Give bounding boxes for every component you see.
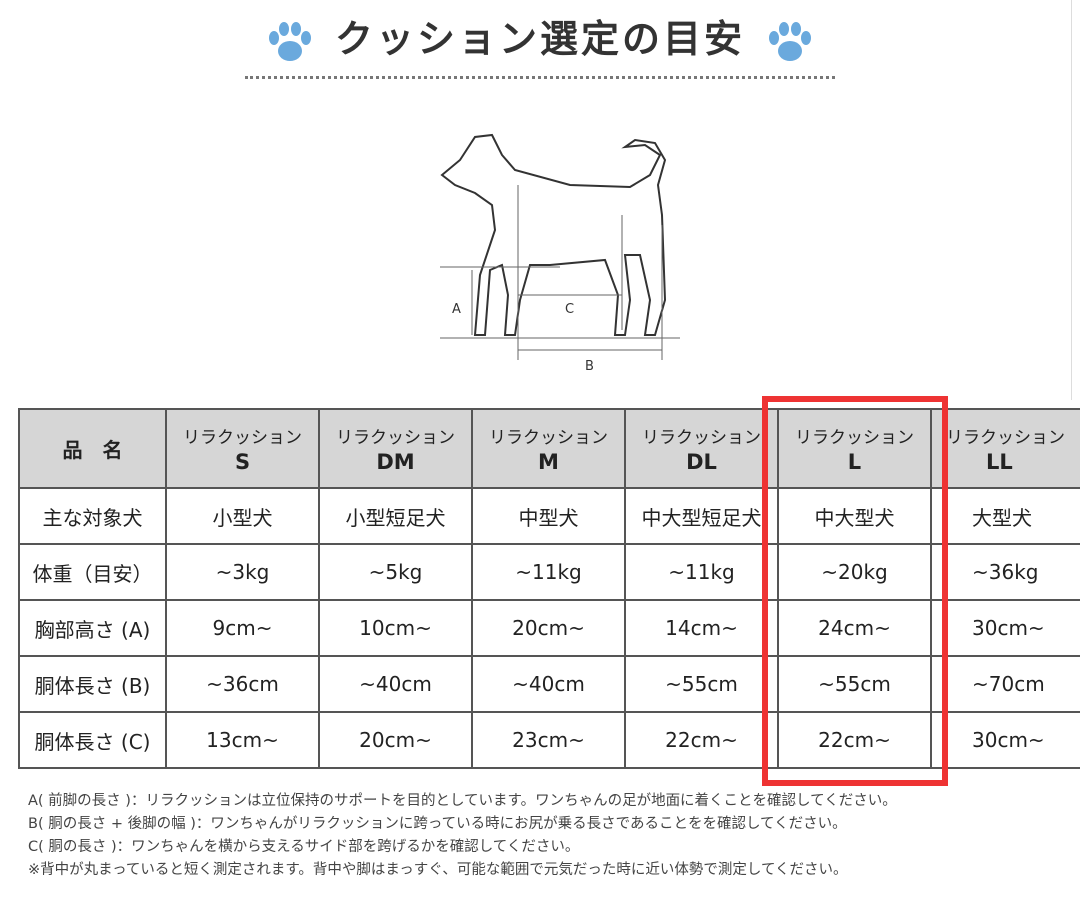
scrollbar[interactable] — [1071, 0, 1080, 400]
table-cell: 小型短足犬 — [318, 487, 473, 545]
table-cell: 中大型短足犬 — [624, 487, 779, 545]
row-label: 主な対象犬 — [18, 487, 167, 545]
dog-outline — [440, 133, 667, 336]
page-title: クッション選定の目安 — [0, 8, 1080, 64]
size-table: 品 名 リラクッション S リラクッション DM リラクッション M リラクッション D… — [18, 408, 1080, 769]
table-cell: ~3kg — [165, 543, 320, 601]
table-cell: ~40cm — [318, 655, 473, 713]
row-label: 体重（目安） — [18, 543, 167, 601]
header-row: 品 名 リラクッション S リラクッション DM リラクッション M リラクッション D… — [18, 408, 1080, 489]
table-cell: 9cm~ — [165, 599, 320, 657]
table-row: 胴体長さ (B) ~36cm ~40cm ~40cm ~55cm ~55cm ~70cm — [18, 655, 1080, 713]
table-cell: 小型犬 — [165, 487, 320, 545]
size-header: リラクッション S — [165, 408, 320, 489]
table-cell: 大型犬 — [930, 487, 1080, 545]
row-label: 胸部高さ (A) — [18, 599, 167, 657]
table-cell: ~36kg — [930, 543, 1080, 601]
row-label: 胴体長さ (C) — [18, 711, 167, 769]
table-row: 主な対象犬 小型犬 小型短足犬 中型犬 中大型短足犬 中大型犬 大型犬 — [18, 487, 1080, 545]
table-cell: 24cm~ — [777, 599, 932, 657]
table-row: 体重（目安） ~3kg ~5kg ~11kg ~11kg ~20kg ~36kg — [18, 543, 1080, 601]
dotted-divider — [245, 76, 835, 79]
size-header: リラクッション DL — [624, 408, 779, 489]
table-row: 胸部高さ (A) 9cm~ 10cm~ 20cm~ 14cm~ 24cm~ 30cm~ — [18, 599, 1080, 657]
table-cell: ~11kg — [471, 543, 626, 601]
table-cell: 10cm~ — [318, 599, 473, 657]
note: B( 胴の長さ + 後脚の幅 )：ワンちゃんがリラクッションに跨っている時にお尻… — [28, 816, 847, 832]
table-row: 胴体長さ (C) 13cm~ 20cm~ 23cm~ 22cm~ 22cm~ 30cm~ — [18, 711, 1080, 769]
note: C( 胴の長さ )：ワンちゃんを横から支えるサイド部を跨げるかを確認してください… — [28, 839, 580, 855]
table-cell: ~70cm — [930, 655, 1080, 713]
table-cell: ~20kg — [777, 543, 932, 601]
label-c: C — [565, 302, 574, 317]
title-text: クッション選定の目安 — [334, 17, 745, 61]
table-cell: ~55cm — [777, 655, 932, 713]
table-cell: 20cm~ — [471, 599, 626, 657]
highlight-box — [762, 396, 948, 786]
note: ※背中が丸まっていると短く測定されます。背中や脚はまっすぐ、可能な範囲で元気だっ… — [28, 862, 848, 878]
header-label: 品 名 — [18, 408, 167, 489]
paw-icon — [769, 21, 811, 61]
table-cell: 22cm~ — [777, 711, 932, 769]
table-cell: 14cm~ — [624, 599, 779, 657]
table-cell: ~36cm — [165, 655, 320, 713]
table-cell: 中大型犬 — [777, 487, 932, 545]
paw-icon — [268, 21, 311, 61]
table-cell: ~11kg — [624, 543, 779, 601]
table-cell: 23cm~ — [471, 711, 626, 769]
size-header: リラクッション LL — [930, 408, 1080, 489]
size-header: リラクッション L — [777, 408, 932, 489]
label-a: A — [452, 302, 461, 317]
table-cell: ~55cm — [624, 655, 779, 713]
table-cell: 20cm~ — [318, 711, 473, 769]
row-label: 胴体長さ (B) — [18, 655, 167, 713]
footnotes: A( 前脚の長さ )：リラクッションは立位保持のサポートを目的としています。ワン… — [28, 790, 897, 882]
table-cell: ~5kg — [318, 543, 473, 601]
label-b: B — [585, 359, 594, 374]
dog-measurement-diagram: A C B — [440, 133, 680, 374]
table-cell: ~40cm — [471, 655, 626, 713]
size-header: リラクッション DM — [318, 408, 473, 489]
table-cell: 中型犬 — [471, 487, 626, 545]
table-cell: 13cm~ — [165, 711, 320, 769]
size-header: リラクッション M — [471, 408, 626, 489]
table-cell: 30cm~ — [930, 711, 1080, 769]
table-cell: 30cm~ — [930, 599, 1080, 657]
note: A( 前脚の長さ )：リラクッションは立位保持のサポートを目的としています。ワン… — [28, 793, 897, 809]
table-cell: 22cm~ — [624, 711, 779, 769]
